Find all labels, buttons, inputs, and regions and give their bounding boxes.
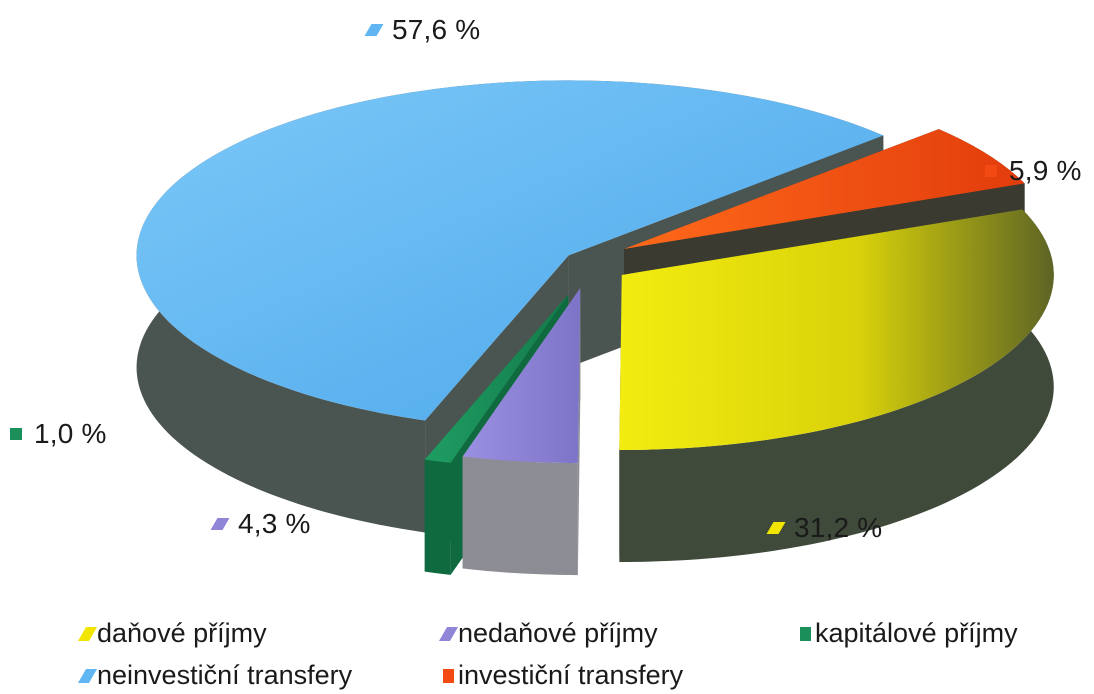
legend-swatch [77, 626, 98, 641]
data-label-text: 1,0 % [34, 418, 107, 449]
marker-nedanove-prijmy [210, 518, 230, 530]
data-label-text: 5,9 % [1009, 155, 1082, 186]
legend-label: kapitálové příjmy [815, 618, 1018, 648]
legend-item-investicni-transfery: investiční transfery [443, 660, 683, 691]
marker-kapitalove-prijmy [10, 428, 22, 440]
pie-slice-top [624, 129, 1025, 249]
pie-chart-svg [136, 80, 1054, 576]
pie-slice-top [619, 209, 1054, 450]
legend: daňové příjmy nedaňové příjmy kapitálové… [0, 590, 1094, 694]
pie-slice-rim [619, 209, 1054, 562]
legend-swatch [438, 626, 459, 641]
data-label-investicni-transfery: 5,9 % [985, 155, 1082, 187]
legend-label: nedaňové příjmy [458, 618, 658, 648]
data-label-kapitalove-prijmy: 1,0 % [10, 418, 107, 450]
marker-neinvesticni-transfery [364, 24, 384, 36]
marker-investicni-transfery [985, 165, 997, 177]
pie-slice-top [136, 80, 884, 421]
data-label-text: 31,2 % [794, 512, 883, 543]
marker-danove-prijmy [766, 522, 786, 534]
pie-slice-rim [462, 456, 578, 576]
legend-label: investiční transfery [458, 660, 684, 690]
legend-item-neinvesticni-transfery: neinvestiční transfery [77, 660, 353, 691]
data-label-nedanove-prijmy: 4,3 % [210, 508, 311, 540]
pie-slice-1 [462, 288, 581, 576]
pie-chart [136, 80, 1054, 576]
data-label-danove-prijmy: 31,2 % [766, 512, 883, 544]
legend-item-kapitalove-prijmy: kapitálové příjmy [800, 618, 1018, 649]
pie-slice-top [462, 288, 581, 464]
data-label-neinvesticni-transfery: 57,6 % [364, 14, 481, 46]
legend-label: neinvestiční transfery [97, 660, 353, 690]
data-label-text: 57,6 % [392, 14, 481, 45]
pie-slice-rim [424, 459, 451, 575]
legend-item-danove-prijmy: daňové příjmy [77, 618, 267, 649]
legend-item-nedanove-prijmy: nedaňové příjmy [438, 618, 658, 649]
legend-swatch [800, 626, 811, 641]
legend-label: daňové příjmy [97, 618, 267, 648]
pie-slice-top [424, 294, 569, 463]
data-label-text: 4,3 % [238, 508, 311, 539]
legend-swatch [443, 668, 454, 683]
pie-slice-0 [619, 209, 1054, 562]
legend-swatch [77, 668, 98, 683]
